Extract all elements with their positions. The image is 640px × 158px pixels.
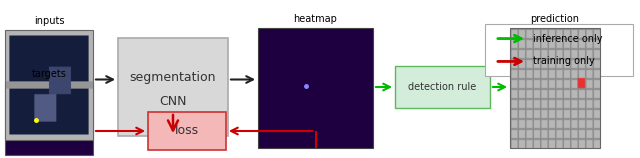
Text: inputs: inputs: [34, 16, 64, 26]
Text: detection rule: detection rule: [408, 82, 477, 92]
Text: segmentation: segmentation: [130, 71, 216, 84]
FancyBboxPatch shape: [485, 24, 633, 76]
Text: loss: loss: [175, 125, 199, 137]
Text: targets: targets: [31, 69, 67, 79]
Text: training only: training only: [533, 56, 595, 67]
FancyBboxPatch shape: [258, 28, 373, 148]
Text: heatmap: heatmap: [294, 14, 337, 24]
FancyBboxPatch shape: [118, 38, 228, 136]
Text: CNN: CNN: [159, 95, 187, 108]
FancyBboxPatch shape: [395, 66, 490, 108]
Text: prediction: prediction: [531, 14, 579, 24]
FancyBboxPatch shape: [148, 112, 226, 150]
FancyBboxPatch shape: [5, 83, 93, 155]
Text: inference only: inference only: [533, 33, 602, 44]
